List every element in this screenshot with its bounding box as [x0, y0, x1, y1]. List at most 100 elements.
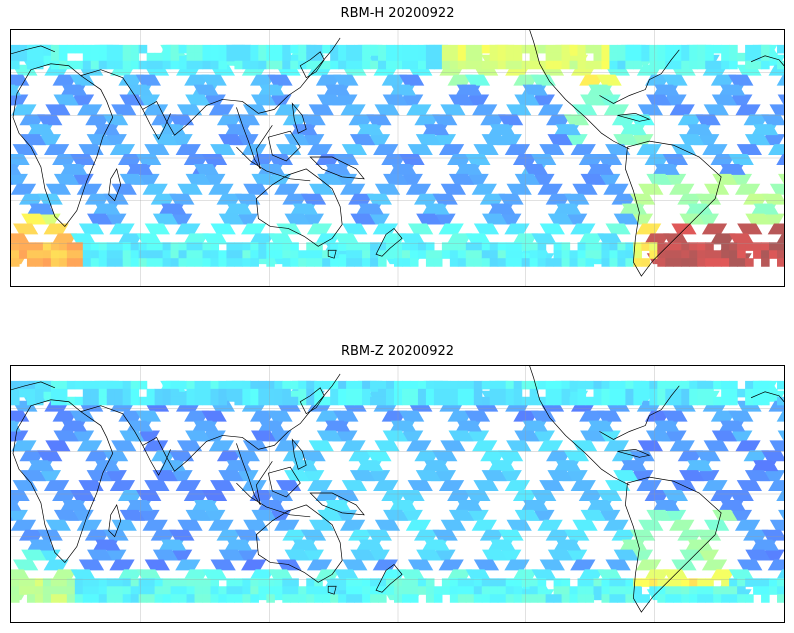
swath-cell: [401, 258, 411, 267]
swath-cell: [489, 396, 499, 406]
swath-cell: [258, 388, 267, 398]
swath-cell: [249, 233, 275, 245]
swath-cell: [290, 380, 299, 390]
swath-cell: [130, 60, 140, 70]
swath-cell: [633, 388, 642, 398]
swath-cell: [588, 499, 615, 511]
swath-cell: [28, 460, 55, 472]
swath-cell: [644, 154, 670, 165]
swath-cell: [394, 578, 403, 587]
swath-cell: [218, 44, 228, 54]
swath-cell: [314, 388, 323, 398]
swath-cell: [282, 52, 291, 62]
swath-cell: [433, 250, 443, 259]
swath-cell: [401, 380, 411, 390]
swath-cell: [11, 430, 29, 442]
swath-cell: [681, 250, 690, 259]
swath-cell: [537, 242, 547, 251]
swath-cell: [695, 193, 722, 205]
swath-cell: [70, 154, 96, 165]
swath-cell: [585, 396, 595, 406]
swath-cell: [593, 388, 603, 398]
swath-cell: [769, 440, 784, 452]
swath-cell: [122, 52, 132, 62]
swath-cell: [728, 74, 754, 86]
swath-cell: [325, 499, 351, 511]
swath-cell: [537, 396, 547, 406]
swath-cell: [697, 594, 706, 603]
swath-cell: [504, 144, 531, 156]
swath-cell: [401, 586, 411, 595]
swath-cell: [114, 396, 124, 406]
swath-cell: [58, 578, 68, 587]
swath-cell: [28, 124, 55, 136]
swath-cell: [11, 163, 22, 175]
swath-cell: [633, 242, 642, 251]
swath-cell: [298, 594, 307, 603]
swath-cell: [473, 388, 483, 398]
swath-cell: [617, 242, 627, 251]
swath-cell: [50, 258, 60, 267]
swath-cell: [322, 250, 331, 259]
swath-cell: [390, 420, 417, 432]
swath-cell: [11, 509, 28, 521]
swath-cell: [19, 114, 45, 126]
swath-cell: [679, 470, 705, 482]
swath-cell: [677, 529, 703, 541]
swath-cell: [413, 529, 440, 541]
swath-cell: [250, 250, 259, 259]
swath-cell: [465, 490, 491, 501]
swath-cell: [306, 559, 333, 571]
swath-cell: [346, 242, 355, 251]
swath-cell: [778, 509, 784, 521]
swath-cell: [702, 480, 728, 492]
swath-cell: [354, 44, 363, 54]
swath-cell: [218, 380, 228, 390]
swath-cell: [178, 60, 188, 70]
swath-cell: [611, 529, 637, 541]
swath-cell: [151, 450, 177, 462]
swath-cell: [138, 396, 148, 406]
swath-cell: [162, 380, 172, 390]
swath-cell: [274, 250, 283, 259]
swath-cell: [504, 223, 530, 235]
swath-cell: [769, 388, 778, 398]
swath-cell: [407, 223, 434, 235]
swath-cell: [529, 52, 539, 62]
swath-cell: [705, 396, 714, 406]
swath-cell: [457, 258, 467, 267]
swath-cell: [425, 578, 435, 587]
swath-cell: [250, 242, 259, 251]
swath-cell: [601, 594, 611, 603]
swath-cell: [282, 450, 309, 462]
swath-cell: [734, 519, 761, 531]
swath-cell: [490, 539, 516, 551]
swath-cell: [34, 242, 44, 251]
swath-cell: [383, 509, 409, 521]
swath-cell: [178, 380, 188, 390]
swath-cell: [465, 258, 475, 267]
swath-cell: [457, 380, 467, 390]
swath-cell: [521, 380, 531, 390]
coastline-path: [309, 156, 365, 180]
swath-cell: [378, 380, 387, 390]
swath-cell: [50, 250, 60, 259]
swath-cell: [66, 258, 76, 267]
swath-cell: [226, 380, 236, 390]
swath-cell: [745, 60, 754, 70]
swath-cell: [438, 480, 465, 492]
swath-cell: [539, 223, 565, 235]
swath-cell: [761, 529, 784, 541]
swath-cell: [350, 213, 376, 225]
swath-cell: [11, 569, 31, 581]
swath-cell: [130, 44, 140, 54]
swath-cell: [266, 60, 275, 70]
swath-cell: [673, 380, 682, 390]
swath-cell: [18, 586, 28, 595]
swath-cell: [669, 183, 695, 195]
swath-cell: [679, 134, 705, 146]
swath-cell: [11, 242, 20, 251]
swath-cell: [514, 173, 540, 185]
swath-cell: [362, 388, 371, 398]
swath-cell: [11, 173, 28, 185]
